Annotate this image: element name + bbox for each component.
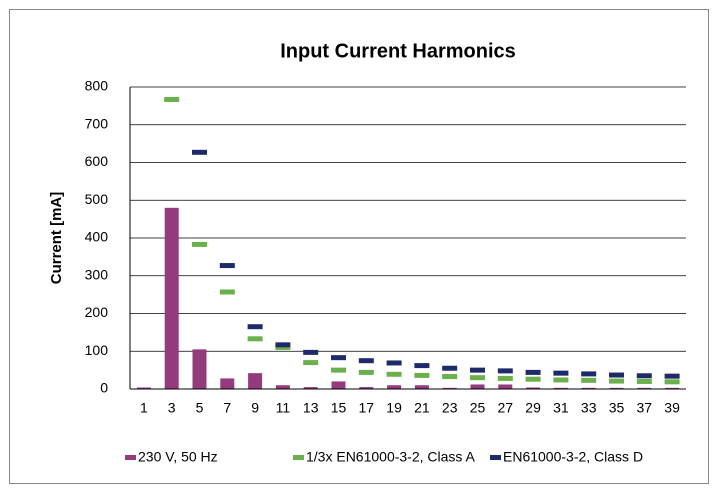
- limit-marker: [525, 369, 541, 375]
- limit-marker: [609, 372, 624, 378]
- limit-marker: [219, 263, 235, 269]
- bar: [581, 387, 596, 389]
- x-tick-label: 19: [386, 400, 402, 416]
- limit-marker: [442, 365, 458, 371]
- legend-swatch: [125, 455, 136, 460]
- legend-label: 230 V, 50 Hz: [138, 449, 218, 465]
- legend-label: EN61000-3-2, Class D: [503, 449, 643, 465]
- x-tick-label: 39: [664, 400, 680, 416]
- limit-marker: [636, 378, 652, 384]
- x-tick-label: 11: [276, 400, 291, 416]
- x-tick-label: 7: [223, 400, 231, 416]
- y-tick-label: 100: [85, 342, 109, 358]
- limit-marker: [358, 358, 374, 364]
- bar: [248, 373, 263, 389]
- y-tick-label: 500: [85, 191, 109, 207]
- x-tick-label: 27: [498, 400, 514, 416]
- limit-marker: [636, 373, 652, 379]
- limit-marker: [192, 149, 207, 155]
- limit-marker: [414, 363, 430, 369]
- bar: [220, 378, 235, 389]
- limit-marker: [664, 379, 680, 385]
- y-tick-label: 700: [85, 115, 109, 131]
- limit-marker: [303, 349, 319, 355]
- y-tick-label: 300: [85, 266, 109, 282]
- limit-marker: [581, 377, 597, 383]
- bar: [414, 385, 429, 389]
- limit-marker: [386, 360, 402, 366]
- limit-marker: [303, 360, 319, 366]
- limit-marker: [553, 377, 569, 383]
- limit-marker: [331, 355, 346, 361]
- x-tick-label: 31: [553, 400, 569, 416]
- limit-marker: [581, 371, 597, 377]
- bar: [192, 349, 207, 389]
- limit-marker: [275, 344, 291, 350]
- x-tick-label: 35: [609, 400, 625, 416]
- limit-marker: [275, 342, 291, 348]
- limit-marker: [414, 372, 430, 378]
- bar: [526, 387, 541, 389]
- x-tick-label: 23: [442, 400, 458, 416]
- x-tick-label: 37: [637, 400, 653, 416]
- bar: [553, 387, 568, 389]
- x-tick-label: 3: [168, 400, 176, 416]
- limit-marker: [164, 96, 180, 102]
- limit-marker: [664, 373, 680, 379]
- y-tick-label: 0: [100, 380, 108, 396]
- y-tick-label: 200: [85, 304, 109, 320]
- limit-marker: [497, 375, 513, 381]
- x-tick-label: 29: [525, 400, 541, 416]
- chart-border: [9, 9, 709, 484]
- x-tick-label: 1: [140, 400, 148, 416]
- bar: [609, 387, 624, 389]
- bar: [470, 384, 485, 389]
- x-tick-label: 33: [581, 400, 597, 416]
- chart-title: Input Current Harmonics: [280, 40, 516, 62]
- limit-marker: [525, 376, 541, 382]
- limit-marker: [609, 378, 624, 384]
- limit-marker: [386, 371, 402, 377]
- legend-label: 1/3x EN61000-3-2, Class A: [306, 449, 476, 465]
- x-tick-label: 21: [414, 400, 430, 416]
- limit-marker: [331, 367, 346, 373]
- x-tick-label: 15: [331, 400, 347, 416]
- limit-marker: [497, 368, 513, 374]
- bar: [387, 385, 402, 389]
- legend-swatch: [293, 455, 304, 460]
- bar: [637, 387, 652, 389]
- limit-marker: [358, 369, 374, 375]
- bar: [498, 384, 513, 389]
- x-tick-label: 17: [359, 400, 375, 416]
- bar: [275, 385, 290, 389]
- bar: [359, 387, 374, 389]
- limit-marker: [247, 336, 263, 342]
- y-tick-label: 600: [85, 153, 109, 169]
- legend-swatch: [490, 455, 501, 460]
- bar: [303, 387, 318, 389]
- y-tick-label: 400: [85, 229, 109, 245]
- limit-marker: [470, 375, 485, 381]
- limit-marker: [553, 370, 569, 376]
- bar: [164, 207, 179, 389]
- x-tick-label: 9: [251, 400, 259, 416]
- limit-marker: [470, 367, 485, 373]
- x-tick-label: 13: [303, 400, 319, 416]
- limit-marker: [247, 324, 263, 330]
- limit-marker: [442, 374, 458, 380]
- y-tick-label: 800: [85, 78, 109, 94]
- bar: [665, 387, 680, 389]
- y-axis-label: Current [mA]: [48, 192, 65, 285]
- bar: [442, 387, 457, 389]
- x-tick-label: 5: [196, 400, 204, 416]
- limit-marker: [219, 289, 235, 295]
- limit-marker: [192, 241, 207, 247]
- bar: [136, 387, 151, 389]
- bar: [331, 381, 346, 389]
- x-tick-label: 25: [470, 400, 486, 416]
